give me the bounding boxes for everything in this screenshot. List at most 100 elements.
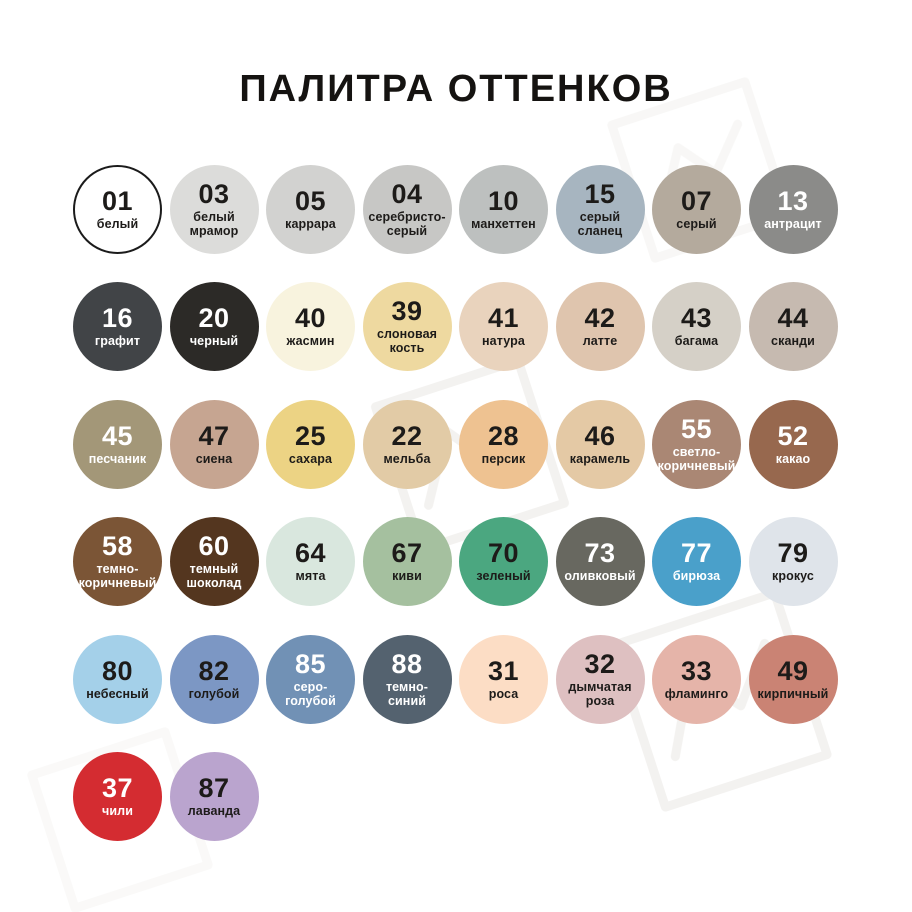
swatch-85: 85 серо- голубой — [266, 634, 355, 724]
swatch-number: 05 — [294, 186, 327, 216]
swatch-number: 88 — [391, 648, 423, 679]
swatch-number: 37 — [101, 772, 134, 803]
swatch-number: 13 — [777, 186, 809, 216]
swatch-label: бирюза — [672, 569, 721, 584]
swatch-label: серебристо- серый — [368, 210, 446, 238]
swatch-label: сиена — [195, 451, 233, 466]
swatch-73: 73 оливковый — [555, 517, 645, 607]
swatch-number: 16 — [101, 303, 134, 334]
swatch-64: 64 мята — [266, 517, 355, 607]
swatch-number: 77 — [680, 538, 713, 569]
swatch-label: дымчатая роза — [568, 679, 632, 708]
swatch-20: 20 черный — [169, 282, 259, 372]
swatch-04: 04 серебристо- серый — [362, 165, 452, 254]
swatch-number: 40 — [294, 303, 327, 334]
page-title: ПАЛИТРА ОТТЕНКОВ — [239, 68, 673, 110]
swatch-number: 03 — [198, 179, 230, 209]
swatch-37: 37 чили — [73, 751, 162, 841]
swatch-60: 60 темный шоколад — [169, 517, 259, 607]
swatch-label: черный — [189, 334, 239, 349]
swatch-number: 45 — [101, 420, 134, 451]
swatch-13: 13 антрацит — [748, 165, 838, 254]
swatch-15: 15 серый сланец — [555, 165, 645, 254]
swatch-number: 10 — [487, 186, 520, 216]
swatch-label: серый сланец — [577, 210, 623, 238]
swatch-number: 44 — [777, 303, 809, 334]
swatch-label: песчаник — [88, 451, 147, 466]
swatch-label: мята — [295, 569, 326, 584]
palette-row: 80 небесный 82 голубой 85 серо- голубой 88 темн… — [73, 634, 839, 724]
swatch-label: чили — [102, 803, 133, 818]
swatch-43: 43 багама — [652, 282, 741, 372]
swatch-number: 22 — [391, 420, 423, 451]
swatch-label: манхеттен — [471, 217, 536, 231]
swatch-label: темно- синий — [385, 679, 429, 708]
palette-grid: 01 белый 03 белый мрамор 05 каррара 04 серебрис… — [73, 165, 839, 869]
swatch-80: 80 небесный — [73, 634, 162, 724]
swatch-label: темный шоколад — [186, 562, 242, 591]
swatch-47: 47 сиена — [169, 399, 259, 489]
swatch-label: серо- голубой — [285, 679, 336, 708]
swatch-label: светло- коричневый — [657, 444, 736, 473]
swatch-label: оливковый — [564, 569, 636, 584]
swatch-49: 49 кирпичный — [748, 634, 838, 724]
swatch-number: 31 — [487, 655, 520, 686]
swatch-88: 88 темно- синий — [362, 634, 452, 724]
swatch-52: 52 какао — [748, 399, 838, 489]
swatch-label: каррара — [285, 217, 336, 231]
swatch-label: фламинго — [664, 686, 729, 701]
swatch-label: киви — [392, 569, 422, 584]
swatch-number: 82 — [198, 655, 230, 686]
swatch-25: 25 сахара — [266, 399, 355, 489]
swatch-77: 77 бирюза — [652, 517, 741, 607]
swatch-number: 39 — [391, 296, 423, 327]
swatch-label: небесный — [86, 686, 149, 701]
swatch-number: 80 — [101, 655, 134, 686]
swatch-number: 01 — [101, 186, 134, 216]
swatch-label: слоновая кость — [376, 327, 438, 356]
swatch-number: 41 — [487, 303, 520, 334]
swatch-number: 25 — [294, 420, 327, 451]
swatch-10: 10 манхеттен — [459, 165, 548, 254]
swatch-label: натура — [482, 334, 525, 349]
swatch-79: 79 крокус — [748, 517, 838, 607]
swatch-label: зеленый — [476, 569, 531, 584]
swatch-label: темно- коричневый — [78, 562, 157, 591]
swatch-number: 67 — [391, 538, 423, 569]
swatch-label: кирпичный — [757, 686, 829, 701]
swatch-number: 70 — [487, 538, 520, 569]
swatch-number: 60 — [198, 531, 230, 562]
swatch-number: 15 — [584, 179, 616, 209]
swatch-87: 87 лаванда — [169, 751, 259, 841]
swatch-number: 87 — [198, 772, 230, 803]
swatch-label: роса — [488, 686, 519, 701]
swatch-number: 79 — [777, 538, 809, 569]
swatch-07: 07 серый — [652, 165, 741, 254]
swatch-39: 39 слоновая кость — [362, 282, 452, 372]
swatch-number: 28 — [487, 420, 520, 451]
swatch-16: 16 графит — [73, 282, 162, 372]
swatch-33: 33 фламинго — [652, 634, 741, 724]
swatch-number: 73 — [584, 538, 616, 569]
swatch-42: 42 латте — [555, 282, 645, 372]
swatch-label: латте — [582, 334, 618, 349]
swatch-label: сахара — [288, 451, 333, 466]
swatch-number: 42 — [584, 303, 616, 334]
swatch-32: 32 дымчатая роза — [555, 634, 645, 724]
palette-row: 58 темно- коричневый 60 темный шоколад 64 мят… — [73, 517, 839, 607]
swatch-41: 41 натура — [459, 282, 548, 372]
swatch-number: 55 — [680, 413, 713, 444]
swatch-label: белый мрамор — [189, 210, 239, 238]
swatch-label: крокус — [772, 569, 814, 584]
swatch-label: сканди — [771, 334, 815, 349]
swatch-label: серый — [676, 217, 717, 231]
swatch-55: 55 светло- коричневый — [652, 399, 741, 489]
swatch-label: голубой — [188, 686, 240, 701]
swatch-number: 33 — [680, 655, 713, 686]
swatch-01: 01 белый — [73, 165, 162, 254]
swatch-70: 70 зеленый — [459, 517, 548, 607]
swatch-number: 47 — [198, 420, 230, 451]
palette-row: 16 графит 20 черный 40 жасмин 39 слоновая кость… — [73, 282, 839, 372]
swatch-number: 43 — [680, 303, 713, 334]
swatch-number: 04 — [391, 179, 423, 209]
